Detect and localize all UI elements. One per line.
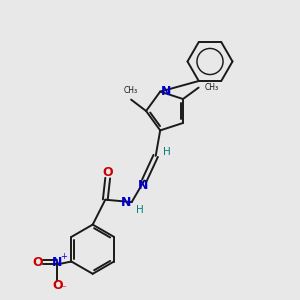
Text: N: N xyxy=(52,256,62,268)
Text: ⁻: ⁻ xyxy=(60,284,66,294)
Text: O: O xyxy=(52,279,63,292)
Text: N: N xyxy=(161,85,171,98)
Text: O: O xyxy=(32,256,43,268)
Text: N: N xyxy=(121,196,131,209)
Text: +: + xyxy=(61,252,67,261)
Text: N: N xyxy=(138,179,148,192)
Text: CH₃: CH₃ xyxy=(123,86,138,95)
Text: CH₃: CH₃ xyxy=(205,82,219,91)
Text: H: H xyxy=(163,147,171,157)
Text: O: O xyxy=(102,166,113,179)
Text: H: H xyxy=(136,205,144,214)
